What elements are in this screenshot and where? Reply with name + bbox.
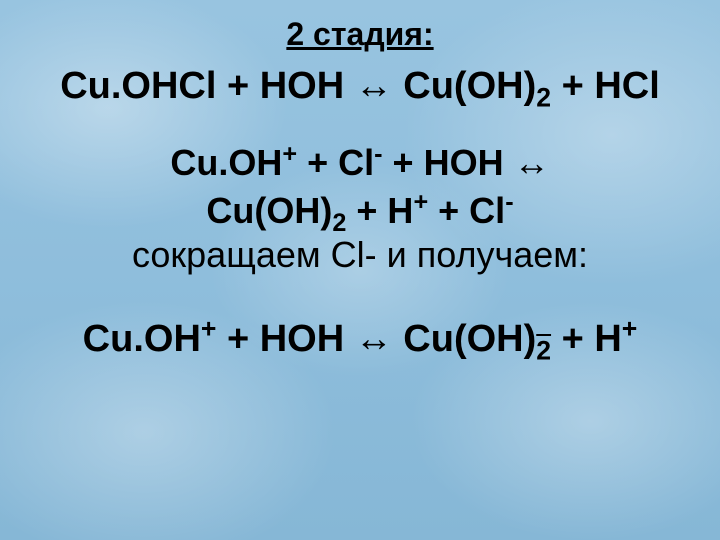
ion1-b-sup: -: [374, 140, 382, 168]
ion2-c: + Cl: [428, 190, 505, 231]
ion2-c-sup: -: [505, 188, 513, 216]
reduce-text: сокращаем Cl- и получаем:: [132, 234, 588, 276]
fin-a: Cu.OH: [83, 318, 201, 360]
ion2-a: Cu(OH): [206, 190, 332, 231]
ion1-a: Cu.OH: [170, 142, 282, 183]
ion2-b: + H: [346, 190, 413, 231]
stage-title: 2 стадия:: [286, 16, 433, 53]
fin-b-sub: 2: [536, 336, 551, 366]
eq-main-part3: + HCl: [551, 65, 660, 107]
ion1-a-sup: +: [282, 140, 297, 168]
equation-ionic-line1: Cu.OH+ + Cl- + HOH ↔: [170, 142, 549, 184]
fin-b: + HOH ↔ Cu(OH): [216, 318, 536, 360]
equation-ionic-line2: Cu(OH)2 + H+ + Cl-: [206, 190, 513, 232]
fin-a-sup: +: [201, 313, 217, 343]
equation-molecular: Cu.OHCl + HOH ↔ Cu(OH)2 + HCl: [60, 65, 660, 108]
ion2-a-sub: 2: [332, 209, 346, 237]
equation-net-ionic: Cu.OH+ + HOH ↔ Cu(OH)2 + H+: [83, 318, 638, 361]
ion1-b: + Cl: [297, 142, 374, 183]
ion2-b-sup: +: [413, 188, 428, 216]
fin-c: + H: [551, 318, 622, 360]
eq-main-part1: Cu.OHCl + HOH ↔ Cu(OH): [60, 65, 536, 107]
fin-c-sup: +: [622, 313, 638, 343]
ion1-c: + HOH ↔: [383, 142, 550, 183]
eq-main-sub: 2: [536, 83, 551, 113]
